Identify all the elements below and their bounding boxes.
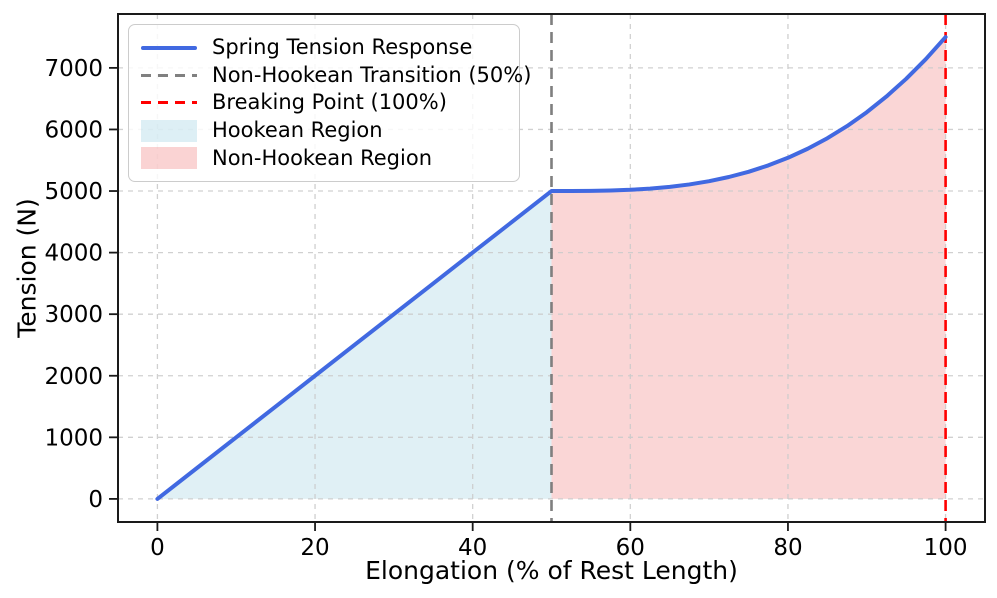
legend-item-non-hookean-region: Non-Hookean Region bbox=[141, 145, 505, 170]
legend-swatch-solid-line bbox=[141, 45, 197, 50]
spring-tension-curve bbox=[155, 35, 948, 501]
y-tick-label: 5000 bbox=[44, 179, 103, 205]
x-tick-label: 40 bbox=[458, 535, 487, 561]
legend-label: Non-Hookean Region bbox=[212, 145, 433, 170]
non-hookean-region-fill bbox=[551, 37, 946, 499]
x-axis-label: Elongation (% of Rest Length) bbox=[365, 556, 738, 585]
legend-item-spring-tension: Spring Tension Response bbox=[141, 36, 505, 59]
y-tick-label: 6000 bbox=[44, 117, 103, 143]
legend-swatch-red-dashed-line bbox=[141, 101, 197, 105]
legend-swatch-gray-dashed-line bbox=[141, 73, 197, 77]
legend-label: Hookean Region bbox=[212, 118, 383, 143]
axes-spines bbox=[117, 13, 986, 523]
legend-item-breaking-point: Breaking Point (100%) bbox=[141, 91, 505, 114]
y-tick-label: 7000 bbox=[44, 56, 103, 82]
x-tick-label: 20 bbox=[300, 535, 329, 561]
y-tick-label: 3000 bbox=[44, 302, 103, 328]
y-tick-label: 0 bbox=[88, 487, 103, 513]
x-tick-label: 60 bbox=[616, 535, 645, 561]
y-tick-label: 4000 bbox=[44, 241, 103, 267]
legend-item-transition: Non-Hookean Transition (50%) bbox=[141, 63, 531, 87]
x-tick-label: 0 bbox=[150, 535, 165, 561]
x-tick-label: 100 bbox=[924, 535, 968, 561]
legend-swatch-pink-patch bbox=[141, 147, 197, 170]
legend: Spring Tension Response Non-Hookean Tran… bbox=[128, 24, 531, 182]
y-tick-label: 2000 bbox=[44, 364, 103, 390]
x-tick-label: 80 bbox=[773, 535, 802, 561]
legend-label: Spring Tension Response bbox=[212, 35, 473, 60]
legend-label: Non-Hookean Transition (50%) bbox=[212, 62, 532, 87]
y-axis-label: Tension (N) bbox=[12, 198, 42, 338]
legend-swatch-blue-patch bbox=[141, 119, 197, 142]
legend-label: Breaking Point (100%) bbox=[212, 90, 447, 115]
y-tick-label: 1000 bbox=[44, 425, 103, 451]
legend-item-hookean-region: Hookean Region bbox=[141, 118, 505, 143]
